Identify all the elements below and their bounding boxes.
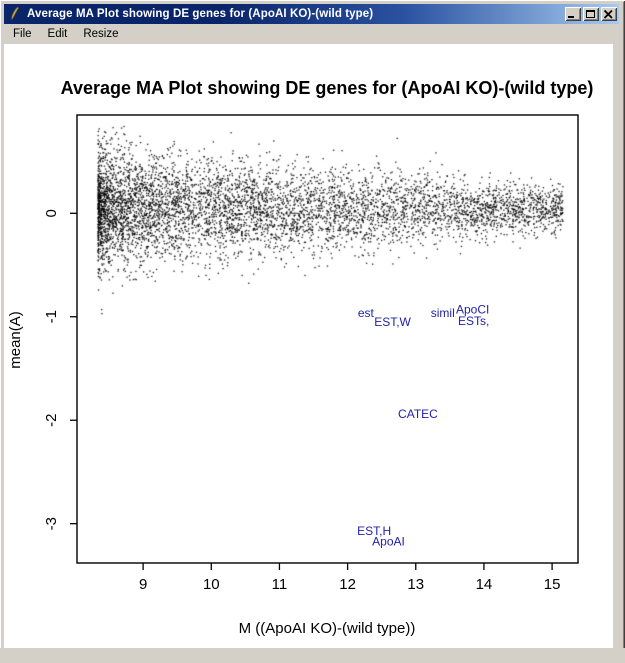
x-tick-label: 12 xyxy=(339,576,356,593)
close-icon xyxy=(603,8,614,19)
close-button[interactable] xyxy=(601,7,617,21)
y-tick-label: -3 xyxy=(43,517,60,530)
plot-canvas-area: Average MA Plot showing DE genes for (Ap… xyxy=(4,44,613,648)
x-tick-label: 14 xyxy=(476,576,493,593)
x-axis-label: M ((ApoAI KO)-(wild type)) xyxy=(239,620,416,637)
plot-title: Average MA Plot showing DE genes for (Ap… xyxy=(61,78,594,98)
scatter-points-layer xyxy=(77,115,578,563)
plot-frame xyxy=(76,114,579,564)
titlebar[interactable]: Average MA Plot showing DE genes for (Ap… xyxy=(4,4,619,24)
window-controls xyxy=(565,7,617,21)
de-gene-label: EST,W xyxy=(374,315,411,329)
y-tick-label: -2 xyxy=(43,414,60,427)
de-gene-label: ApoCI xyxy=(456,303,489,317)
x-tick-label: 10 xyxy=(203,576,220,593)
de-gene-label: ApoAI xyxy=(372,534,405,548)
de-gene-label: ESTs, xyxy=(458,314,489,328)
x-tick-label: 9 xyxy=(139,576,147,593)
maximize-button[interactable] xyxy=(583,7,599,21)
axis-ticks: 9 10 11 12 13 14 15 0 -1 -2 -3 xyxy=(43,209,560,593)
menu-resize[interactable]: Resize xyxy=(83,28,119,40)
menu-edit[interactable]: Edit xyxy=(47,28,68,40)
de-gene-label: simil xyxy=(431,306,455,320)
menu-file[interactable]: File xyxy=(13,28,32,40)
x-tick-label: 11 xyxy=(272,576,288,593)
y-tick-label: -1 xyxy=(43,310,60,323)
window-icon xyxy=(7,6,23,22)
ma-plot: Average MA Plot showing DE genes for (Ap… xyxy=(7,78,594,637)
x-tick-label: 15 xyxy=(544,576,561,593)
de-gene-label: EST,H xyxy=(357,524,391,538)
x-tick-label: 13 xyxy=(407,576,424,593)
window-title: Average MA Plot showing DE genes for (Ap… xyxy=(27,8,374,20)
de-gene-label: est xyxy=(358,306,375,320)
de-gene-label: CATEC xyxy=(398,407,438,421)
maximize-icon xyxy=(586,10,595,18)
window-bottom-frame xyxy=(0,648,625,663)
minimize-button[interactable] xyxy=(565,7,581,21)
minimize-icon xyxy=(568,16,574,18)
y-axis-label: mean(A) xyxy=(7,311,24,369)
menubar: File Edit Resize xyxy=(4,24,619,44)
y-tick-label: 0 xyxy=(43,209,60,217)
